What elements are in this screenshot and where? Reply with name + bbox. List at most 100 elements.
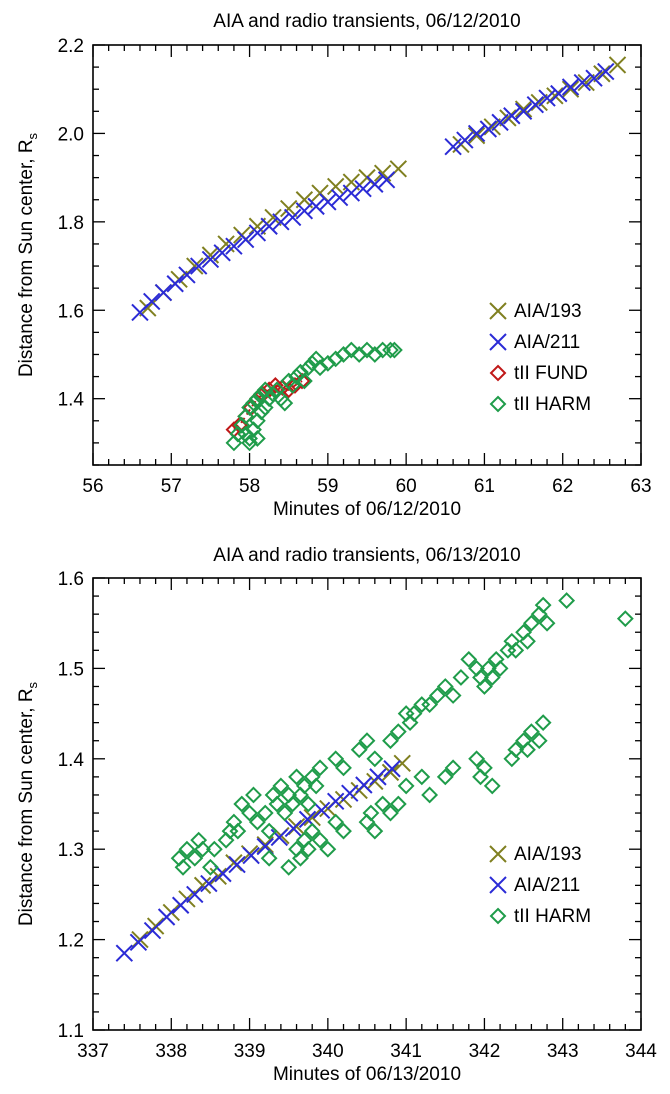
data-point-diamond-marker xyxy=(350,741,368,759)
legend-entry: AIA/193 xyxy=(489,844,582,865)
data-point-x-marker xyxy=(178,266,196,284)
data-point-diamond-marker xyxy=(307,777,325,795)
data-point-diamond-marker xyxy=(534,596,552,614)
y-tick-label: 2.2 xyxy=(58,36,84,57)
data-point-diamond-marker xyxy=(260,390,278,408)
data-point-diamond-marker xyxy=(421,786,439,804)
chart-2: AIA and radio transients, 06/13/2010 337 3… xyxy=(16,545,657,1085)
data-point-x-marker xyxy=(280,199,298,218)
data-point-diamond-marker xyxy=(178,840,196,858)
data-point-x-marker xyxy=(228,855,246,874)
y-tick-label: 1.4 xyxy=(58,390,85,411)
data-point-x-marker xyxy=(381,763,400,782)
x-tick-label: 58 xyxy=(239,476,260,497)
legend-entry: AIA/193 xyxy=(489,301,582,322)
data-point-diamond-marker xyxy=(245,786,262,804)
data-point-diamond-marker xyxy=(522,614,540,632)
data-point-x-marker xyxy=(115,944,134,962)
data-point-diamond-marker xyxy=(186,849,204,867)
y-tick-label: 1.3 xyxy=(58,840,84,861)
data-point-diamond-marker xyxy=(299,840,317,858)
data-point-x-marker xyxy=(503,107,521,125)
data-point-x-marker xyxy=(248,224,267,242)
data-point-diamond-marker xyxy=(358,732,376,750)
data-point-diamond-marker xyxy=(327,813,345,831)
legend-x-marker xyxy=(489,876,507,894)
data-point-diamond-marker xyxy=(248,430,266,447)
data-point-diamond-marker xyxy=(237,425,255,443)
data-point-diamond-marker xyxy=(389,723,407,741)
data-point-diamond-marker xyxy=(288,768,305,786)
series-tii-harm xyxy=(225,341,403,452)
data-point-diamond-marker xyxy=(202,858,219,876)
legend: AIA/193 AIA/211 tII HARM xyxy=(489,844,591,927)
data-point-diamond-marker xyxy=(421,696,439,713)
data-point-diamond-marker xyxy=(288,368,305,385)
y-tick-label: 1.1 xyxy=(58,1021,84,1042)
data-point-x-marker xyxy=(499,109,517,127)
series-aia-211 xyxy=(131,62,615,322)
data-point-x-marker xyxy=(129,933,148,952)
data-point-diamond-marker xyxy=(284,795,302,813)
data-point-x-marker xyxy=(514,100,533,118)
data-point-x-marker xyxy=(186,885,204,904)
data-point-diamond-marker xyxy=(366,750,384,768)
chart-title: AIA and radio transients, 06/13/2010 xyxy=(213,545,520,566)
data-point-x-marker xyxy=(444,137,462,156)
data-point-diamond-marker xyxy=(319,354,337,372)
data-point-diamond-marker xyxy=(319,840,337,858)
data-point-diamond-marker xyxy=(519,632,536,650)
data-point-x-marker xyxy=(330,188,349,207)
data-point-diamond-marker xyxy=(366,822,384,840)
data-point-diamond-marker xyxy=(444,759,462,777)
legend-label: AIA/193 xyxy=(514,844,582,865)
legend-x-marker xyxy=(489,302,507,320)
data-point-diamond-marker xyxy=(358,341,376,359)
data-point-diamond-marker xyxy=(366,346,384,363)
data-point-x-marker xyxy=(530,93,548,112)
data-point-diamond-marker xyxy=(350,346,368,363)
legend-x-marker xyxy=(489,333,507,351)
data-point-diamond-marker xyxy=(405,705,423,723)
data-point-x-marker xyxy=(538,89,556,107)
data-point-x-marker xyxy=(355,776,373,794)
x-tick-label: 63 xyxy=(630,476,651,497)
chart-1: AIA and radio transients, 06/12/2010 56 57… xyxy=(16,11,652,520)
legend-entry: tII HARM xyxy=(489,394,591,415)
legend-label: AIA/193 xyxy=(514,301,582,322)
data-point-diamond-marker xyxy=(252,403,270,421)
legend-label: AIA/211 xyxy=(514,332,580,353)
data-point-diamond-marker xyxy=(342,341,360,359)
data-point-x-marker xyxy=(597,62,615,81)
data-point-x-marker xyxy=(283,208,302,227)
y-axis-label: Distance from Sun center, Rs xyxy=(16,681,40,926)
data-point-x-marker xyxy=(326,177,345,196)
y-tick-label: 1.6 xyxy=(58,301,84,322)
data-point-x-marker xyxy=(284,819,303,838)
data-point-diamond-marker xyxy=(268,795,286,813)
data-point-x-marker xyxy=(260,217,278,235)
x-axis-label: Minutes of 06/13/2010 xyxy=(273,1064,461,1085)
data-point-diamond-marker xyxy=(292,849,309,867)
data-point-diamond-marker xyxy=(276,804,294,822)
data-point-x-marker xyxy=(189,257,208,275)
data-point-x-marker xyxy=(483,118,501,136)
y-tick-label: 1.2 xyxy=(58,931,84,952)
legend-diamond-marker xyxy=(489,364,507,382)
data-point-x-marker xyxy=(467,126,486,145)
x-tick-label: 57 xyxy=(161,476,182,497)
data-point-diamond-marker xyxy=(335,822,352,840)
x-tick-label: 61 xyxy=(474,476,495,497)
data-point-diamond-marker xyxy=(241,399,258,416)
data-point-diamond-marker xyxy=(616,610,634,628)
data-point-x-marker xyxy=(157,908,176,926)
data-point-diamond-marker xyxy=(519,741,536,759)
y-axis-label-subscript: s xyxy=(25,132,40,139)
plot-frame xyxy=(92,577,642,1031)
data-point-x-marker xyxy=(312,801,331,820)
data-point-diamond-marker xyxy=(444,687,462,704)
x-tick-label: 62 xyxy=(552,476,573,497)
x-tick-label: 60 xyxy=(396,476,417,497)
data-point-diamond-marker xyxy=(335,759,352,777)
legend-x-marker xyxy=(489,845,507,863)
